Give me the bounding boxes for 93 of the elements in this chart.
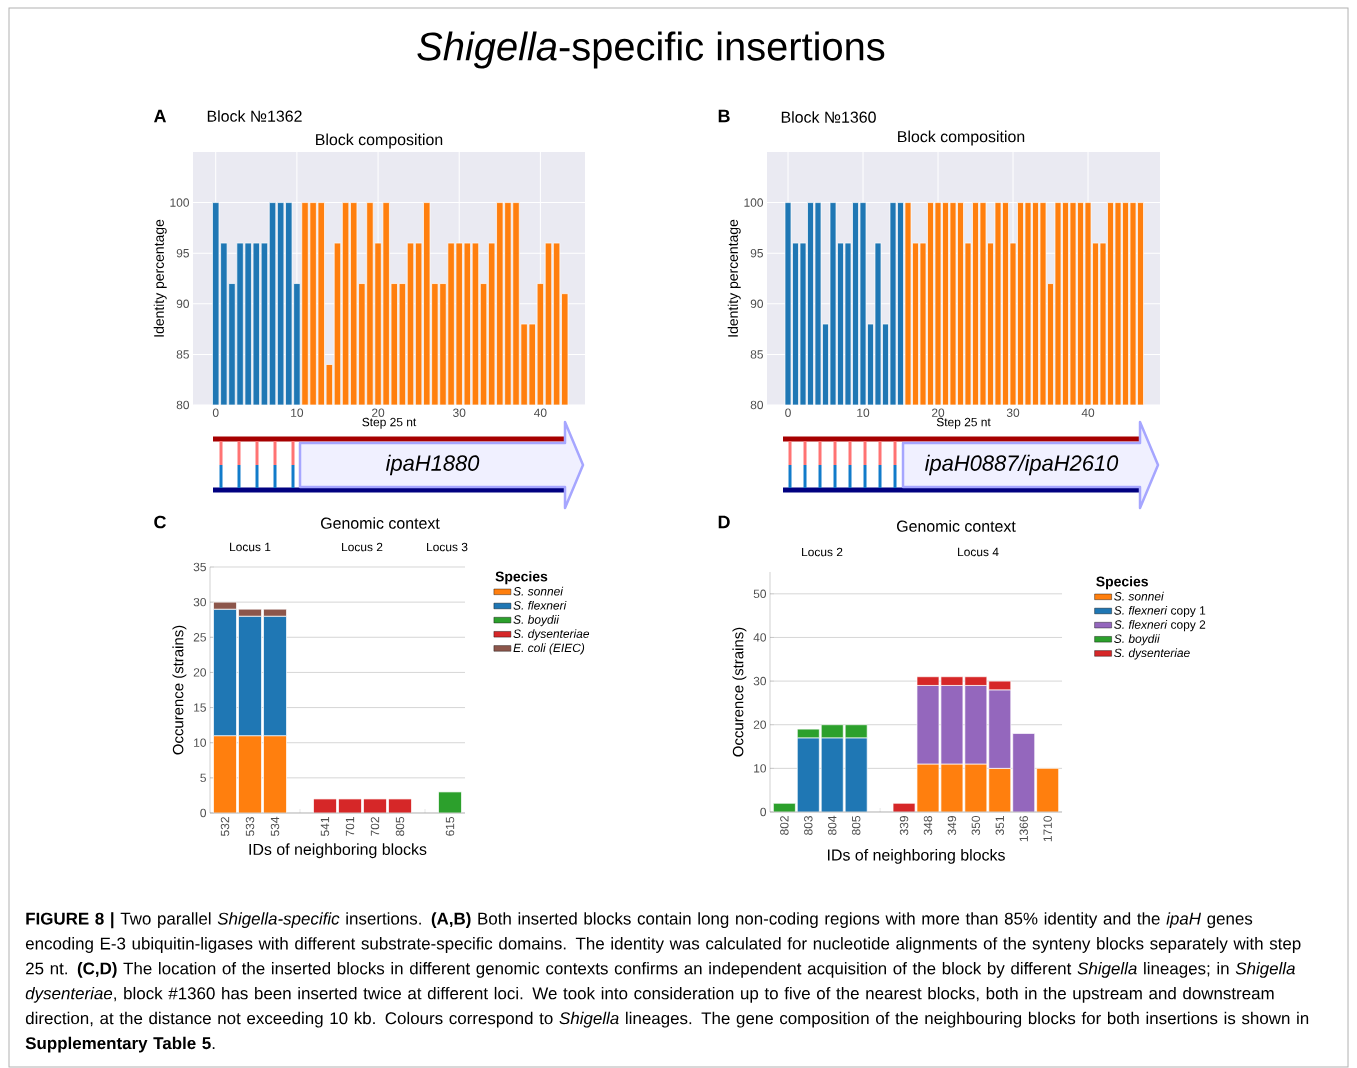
y-tick-label: 10 (754, 764, 767, 773)
legend-label: S. boydii (513, 615, 560, 627)
text: D (718, 515, 730, 529)
x-tick-label: 30 (453, 408, 466, 417)
text: FIGURE 8 | Two parallel Shigella-specific insertions. (A,B) Both inserted blocks contain long non-coding regions with more than 85% identity and the ipaH genes encoding E-3 ubiquitin-ligases with different substrate-specific domains. The identity was calculated for nucleotide alignments of the synteny blocks separately with step 25 nt. (C,D) The location of the inserted blocks in different genomic contexts confirms an independent acquisition of the block by different Shigella lineages; in Shigella dysenteriae, block #1360 has been inserted twice at different loci. We took into consideration up to five of the nearest blocks, both in the upstream and downstream direction, at the distance not exceeding 10 kb. Colours correspond to Shigella lineages. The gene composition of the neighbouring blocks for both insertions is shown in Supplementary Table 5. (25, 912, 1309, 1053)
x-tick-label: 40 (1081, 408, 1095, 417)
x-tick-label: 1710 (1043, 815, 1052, 842)
y-tick-label: 85 (750, 350, 763, 359)
x-tick-label: 805 (851, 816, 861, 835)
y-tick-label: 15 (194, 703, 206, 712)
text: Locus 2 (802, 547, 843, 557)
y-tick-label: 80 (176, 400, 190, 410)
x-axis-title: Step 25 nt (362, 417, 417, 429)
x-tick-label: 351 (995, 816, 1005, 836)
x-axis-title: IDs of neighboring blocks (249, 843, 427, 859)
y-tick-label: 35 (193, 562, 206, 572)
y-tick-label: 85 (176, 350, 189, 359)
text: Locus 4 (958, 547, 999, 557)
x-tick-label: 349 (947, 816, 957, 836)
y-axis-title: Identity percentage (727, 219, 741, 337)
x-axis-title: IDs of neighboring blocks (827, 848, 1005, 864)
chart-subtitle: Block №1360 (781, 111, 876, 123)
chart-title: Genomic context (321, 517, 440, 529)
text: Locus 1 (230, 542, 271, 552)
chart-title: Block composition (898, 130, 1025, 146)
x-axis-title: Step 25 nt (936, 417, 991, 429)
y-axis-title: Identity percentage (153, 219, 167, 337)
legend-label: S. sonnei (513, 586, 564, 596)
y-tick-label: 100 (170, 198, 190, 207)
y-tick-label: 0 (200, 808, 207, 818)
x-tick-label: 40 (534, 408, 547, 417)
x-tick-label: 350 (971, 815, 981, 836)
y-tick-label: 95 (176, 248, 189, 258)
x-tick-label: 0 (785, 408, 791, 417)
y-tick-label: 0 (760, 807, 767, 817)
text: ipaH0887/ipaH2610 (924, 454, 1119, 476)
y-tick-label: 50 (753, 589, 767, 599)
x-tick-label: 20 (372, 408, 385, 417)
text: Shigella-specific insertions (417, 31, 885, 69)
y-tick-label: 90 (750, 299, 764, 309)
x-tick-label: 532 (220, 817, 230, 836)
y-tick-label: 20 (753, 720, 767, 729)
text: C (154, 515, 166, 529)
text: A (153, 109, 167, 123)
y-tick-label: 40 (753, 633, 767, 642)
legend-label: S. sonnei (1114, 591, 1164, 601)
y-axis-title: Occurence (strains) (172, 625, 187, 755)
x-tick-label: 615 (445, 817, 455, 836)
y-tick-label: 80 (750, 400, 764, 410)
y-tick-label: 10 (194, 738, 207, 747)
x-tick-label: 803 (804, 816, 813, 835)
x-tick-label: 701 (345, 817, 355, 836)
legend-label: E. coli (EIEC) (513, 643, 585, 655)
legend-title: Species (1096, 576, 1148, 590)
y-tick-label: 100 (744, 198, 764, 207)
y-tick-label: 20 (193, 668, 207, 677)
legend-label: S. flexneri copy 1 (1114, 605, 1206, 618)
text: ipaH1880 (385, 454, 480, 476)
x-tick-label: 533 (245, 817, 255, 836)
chart-subtitle: Block №1362 (207, 110, 302, 122)
y-tick-label: 30 (753, 676, 767, 686)
legend-label: S. flexneri (513, 600, 567, 610)
x-tick-label: 702 (370, 817, 380, 836)
x-tick-label: 802 (780, 816, 789, 835)
x-tick-label: 534 (270, 816, 280, 836)
x-tick-label: 348 (923, 816, 933, 836)
x-tick-label: 804 (828, 815, 837, 835)
text: Locus 2 (342, 542, 383, 552)
y-axis-title: Occurence (strains) (732, 627, 747, 757)
legend-label: S. boydii (1114, 634, 1160, 646)
x-tick-label: 339 (899, 816, 909, 836)
x-tick-label: 0 (212, 408, 219, 417)
chart-title: Block composition (316, 133, 443, 149)
x-tick-label: 541 (320, 817, 330, 836)
legend-label: S. dysenteriae (1114, 648, 1190, 660)
y-tick-label: 95 (750, 248, 763, 258)
y-tick-label: 90 (176, 299, 190, 309)
text: Locus 3 (427, 542, 468, 552)
bar (438, 791, 462, 813)
x-tick-label: 30 (1006, 408, 1020, 417)
x-tick-label: 10 (291, 408, 304, 417)
y-tick-label: 30 (193, 597, 207, 607)
x-tick-label: 10 (857, 408, 870, 417)
x-tick-label: 20 (931, 408, 945, 417)
x-tick-label: 1366 (1019, 816, 1028, 842)
x-tick-label: 805 (395, 817, 405, 836)
text: B (718, 109, 730, 123)
legend-label: S. flexneri copy 2 (1114, 620, 1206, 632)
legend-label: S. dysenteriae (513, 629, 590, 641)
legend-title: Species (495, 571, 548, 585)
chart-title: Genomic context (897, 520, 1016, 532)
y-tick-label: 25 (193, 633, 206, 642)
y-tick-label: 5 (200, 773, 206, 783)
